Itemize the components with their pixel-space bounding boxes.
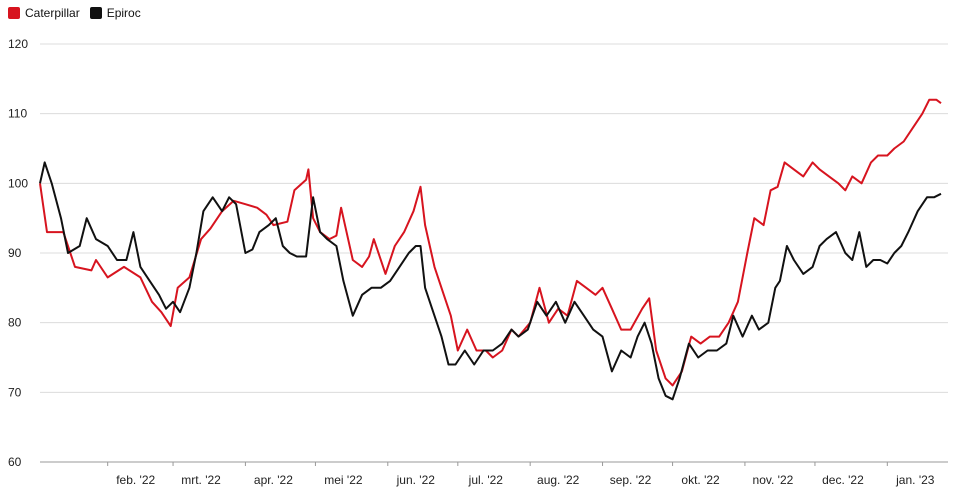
x-tick-label: jan. '23 — [895, 473, 935, 487]
x-tick-label: jun. '22 — [396, 473, 436, 487]
y-tick-label: 110 — [8, 107, 27, 121]
x-tick-label: mrt. '22 — [181, 473, 221, 487]
legend-item-caterpillar[interactable]: Caterpillar — [8, 6, 80, 20]
x-tick-label: sep. '22 — [610, 473, 652, 487]
grid-lines — [40, 43, 948, 463]
y-tick-label: 120 — [8, 37, 28, 51]
legend-swatch-epiroc — [89, 7, 102, 19]
legend-label-epiroc: Epiroc — [106, 6, 141, 20]
series-line-caterpillar[interactable] — [39, 98, 942, 387]
y-tick-label: 70 — [8, 385, 22, 399]
x-tick-label: aug. '22 — [537, 473, 580, 487]
legend-item-epiroc[interactable]: Epiroc — [89, 6, 141, 20]
y-tick-label: 80 — [8, 316, 22, 330]
legend: Caterpillar Epiroc — [8, 6, 141, 20]
series-line-epiroc[interactable] — [39, 161, 942, 401]
x-tick-label: nov. '22 — [753, 473, 794, 487]
x-tick-label: dec. '22 — [822, 473, 864, 487]
y-tick-label: 100 — [8, 176, 28, 190]
x-tick-label: feb. '22 — [116, 473, 155, 487]
x-tick-label: jul. '22 — [468, 473, 504, 487]
x-axis-labels: feb. '22 mrt. '22 apr. '22 mei '22 jun. '22 j… — [107, 462, 935, 487]
legend-label-caterpillar: Caterpillar — [25, 6, 80, 20]
y-tick-label: 90 — [8, 246, 22, 260]
y-axis-labels: 60 70 80 90 100 110 120 — [8, 37, 28, 469]
x-tick-label: mei '22 — [324, 473, 363, 487]
x-tick-label: okt. '22 — [681, 473, 720, 487]
legend-swatch-caterpillar — [8, 7, 20, 19]
x-tick-label: apr. '22 — [254, 473, 293, 487]
y-tick-label: 60 — [8, 455, 22, 469]
series-lines — [39, 98, 942, 401]
